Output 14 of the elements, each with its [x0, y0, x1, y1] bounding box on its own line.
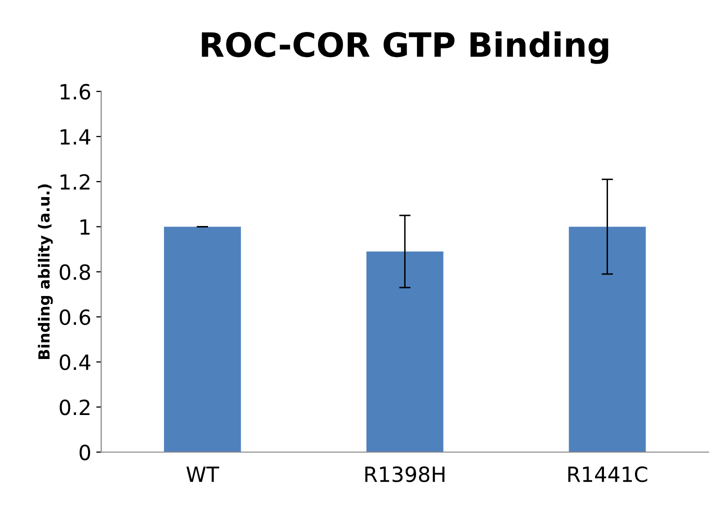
y-tick-label: 0.6	[60, 309, 90, 326]
y-tick-label: 1	[80, 219, 90, 235]
y-tick-label: 1.2	[60, 174, 90, 190]
x-tick-label: WT	[186, 466, 220, 482]
y-axis-title: Binding ability (a.u.)	[38, 184, 53, 360]
y-tick-label: 0.4	[60, 354, 90, 370]
x-tick-label: R1398H	[365, 466, 444, 482]
chart-title: ROC-COR GTP Binding	[202, 31, 608, 64]
y-tick-label: 0	[80, 444, 90, 460]
y-tick-label: 0.8	[60, 264, 90, 280]
y-tick-label: 0.2	[60, 399, 90, 416]
y-tick-label: 1.6	[60, 84, 90, 100]
y-tick-label: 1.4	[60, 129, 90, 144]
x-tick-label: R1441C	[568, 466, 648, 482]
